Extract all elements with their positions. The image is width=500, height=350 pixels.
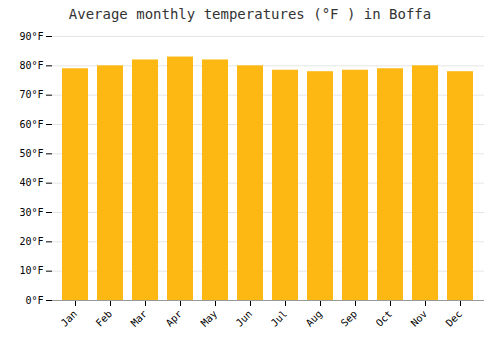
- svg-text:40°F: 40°F: [19, 177, 43, 188]
- svg-text:20°F: 20°F: [19, 236, 43, 247]
- svg-text:10°F: 10°F: [19, 265, 43, 276]
- svg-text:0°F: 0°F: [25, 295, 43, 306]
- svg-text:Mar: Mar: [129, 308, 150, 329]
- svg-text:Apr: Apr: [164, 308, 185, 329]
- svg-text:30°F: 30°F: [19, 207, 43, 218]
- svg-text:60°F: 60°F: [19, 119, 43, 130]
- svg-text:May: May: [199, 308, 220, 329]
- svg-text:80°F: 80°F: [19, 60, 43, 71]
- svg-text:Feb: Feb: [94, 308, 115, 329]
- svg-text:70°F: 70°F: [19, 89, 43, 100]
- svg-text:Jan: Jan: [59, 308, 80, 329]
- svg-text:Jun: Jun: [234, 308, 255, 329]
- svg-text:Nov: Nov: [409, 308, 430, 329]
- svg-text:Oct: Oct: [374, 308, 395, 329]
- svg-text:Sep: Sep: [339, 308, 360, 329]
- svg-text:Dec: Dec: [444, 308, 465, 329]
- svg-text:Jul: Jul: [269, 308, 290, 329]
- html-text:Average monthly temperatures (: Average monthly temperatures (°F ) in Bo…: [68, 6, 432, 22]
- svg-text:Aug: Aug: [304, 308, 325, 329]
- svg-text:90°F: 90°F: [19, 31, 43, 42]
- svg-text:50°F: 50°F: [19, 148, 43, 159]
